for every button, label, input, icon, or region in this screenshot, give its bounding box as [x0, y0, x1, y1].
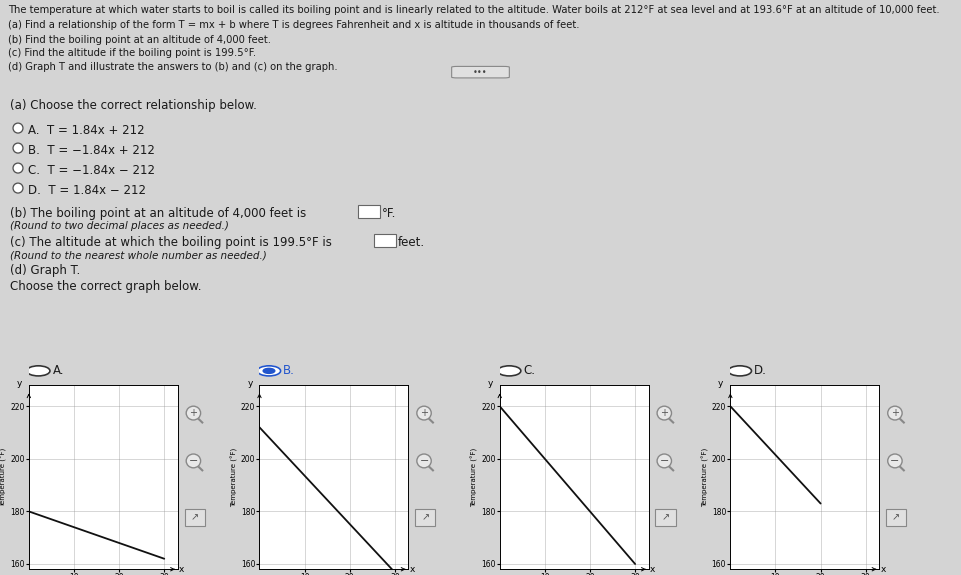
Text: −: − — [890, 456, 899, 466]
Text: B.: B. — [283, 365, 295, 377]
Text: Choose the correct graph below.: Choose the correct graph below. — [10, 280, 202, 293]
Text: (c) Find the altitude if the boiling point is 199.5°F.: (c) Find the altitude if the boiling poi… — [8, 48, 256, 58]
Text: +: + — [660, 408, 668, 418]
Y-axis label: Temperature (°F): Temperature (°F) — [231, 447, 238, 507]
Text: y: y — [718, 379, 724, 388]
Text: D.: D. — [754, 365, 767, 377]
Text: D.  T = 1.84x − 212: D. T = 1.84x − 212 — [28, 184, 146, 197]
Text: x: x — [409, 565, 415, 574]
Circle shape — [258, 366, 281, 376]
Circle shape — [13, 163, 23, 173]
Text: C.  T = −1.84x − 212: C. T = −1.84x − 212 — [28, 164, 155, 177]
Text: −: − — [188, 456, 198, 466]
Text: (Round to two decimal places as needed.): (Round to two decimal places as needed.) — [10, 221, 229, 231]
Text: −: − — [659, 456, 669, 466]
Circle shape — [417, 407, 431, 420]
Text: y: y — [16, 379, 22, 388]
Circle shape — [888, 454, 901, 467]
Text: +: + — [189, 408, 197, 418]
Text: (d) Graph T.: (d) Graph T. — [10, 264, 81, 277]
Text: A.  T = 1.84x + 212: A. T = 1.84x + 212 — [28, 124, 144, 137]
Text: (a) Find a relationship of the form T = mx + b where T is degrees Fahrenheit and: (a) Find a relationship of the form T = … — [8, 20, 579, 30]
FancyBboxPatch shape — [374, 234, 396, 247]
FancyBboxPatch shape — [452, 66, 509, 78]
Text: (a) Choose the correct relationship below.: (a) Choose the correct relationship belo… — [10, 99, 257, 112]
Text: x: x — [880, 565, 886, 574]
Text: x: x — [650, 565, 655, 574]
Circle shape — [13, 183, 23, 193]
Y-axis label: Temperature (°F): Temperature (°F) — [0, 447, 8, 507]
FancyBboxPatch shape — [415, 509, 435, 526]
Circle shape — [186, 454, 200, 467]
Text: +: + — [891, 408, 899, 418]
Text: +: + — [420, 408, 428, 418]
Circle shape — [728, 366, 752, 376]
Text: ↗: ↗ — [892, 512, 900, 522]
Circle shape — [498, 366, 521, 376]
FancyBboxPatch shape — [886, 509, 906, 526]
FancyBboxPatch shape — [358, 205, 380, 218]
Circle shape — [263, 369, 275, 373]
Text: The temperature at which water starts to boil is called its boiling point and is: The temperature at which water starts to… — [8, 5, 939, 16]
Circle shape — [417, 454, 431, 467]
FancyBboxPatch shape — [185, 509, 205, 526]
Text: ↗: ↗ — [190, 512, 199, 522]
Text: y: y — [487, 379, 493, 388]
Text: B.  T = −1.84x + 212: B. T = −1.84x + 212 — [28, 144, 155, 157]
Text: °F.: °F. — [382, 207, 396, 220]
Text: (b) The boiling point at an altitude of 4,000 feet is: (b) The boiling point at an altitude of … — [10, 207, 307, 220]
Text: •••: ••• — [473, 68, 488, 76]
Text: (b) Find the boiling point at an altitude of 4,000 feet.: (b) Find the boiling point at an altitud… — [8, 35, 271, 45]
Text: −: − — [419, 456, 429, 466]
Text: (Round to the nearest whole number as needed.): (Round to the nearest whole number as ne… — [10, 250, 267, 260]
Text: (c) The altitude at which the boiling point is 199.5°F is: (c) The altitude at which the boiling po… — [10, 236, 332, 249]
Circle shape — [13, 143, 23, 153]
Text: x: x — [179, 565, 185, 574]
Circle shape — [657, 454, 671, 467]
Text: (d) Graph T and illustrate the answers to (b) and (c) on the graph.: (d) Graph T and illustrate the answers t… — [8, 62, 337, 72]
Circle shape — [888, 407, 901, 420]
Circle shape — [186, 407, 200, 420]
Text: feet.: feet. — [398, 236, 425, 249]
Text: A.: A. — [53, 365, 64, 377]
Circle shape — [13, 123, 23, 133]
Text: ↗: ↗ — [661, 512, 670, 522]
Text: C.: C. — [524, 365, 535, 377]
Circle shape — [27, 366, 50, 376]
Y-axis label: Temperature (°F): Temperature (°F) — [471, 447, 479, 507]
Y-axis label: Temperature (°F): Temperature (°F) — [702, 447, 709, 507]
Text: y: y — [247, 379, 253, 388]
Text: ↗: ↗ — [421, 512, 430, 522]
FancyBboxPatch shape — [655, 509, 676, 526]
Circle shape — [657, 407, 671, 420]
